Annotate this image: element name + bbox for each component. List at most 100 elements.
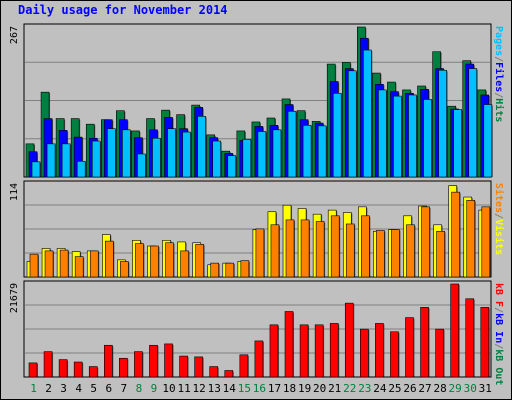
bar-sites-day-8 bbox=[135, 243, 144, 278]
bar-kb-f-day-27 bbox=[420, 307, 429, 378]
x-tick-label: 17 bbox=[268, 382, 281, 395]
x-tick-label: 13 bbox=[208, 382, 221, 395]
x-tick-label: 4 bbox=[75, 382, 82, 395]
axis-label-part: / bbox=[493, 213, 504, 219]
bar-sites-day-24 bbox=[376, 230, 385, 278]
bar-pages-day-17 bbox=[272, 129, 282, 178]
bar-pages-day-9 bbox=[152, 137, 161, 178]
axis-label-part: Hits bbox=[493, 98, 505, 122]
axis-label-part: kB In bbox=[493, 313, 504, 343]
bar-kb-f-day-22 bbox=[344, 302, 354, 378]
x-tick-label: 24 bbox=[373, 382, 387, 395]
bar-sites-day-25 bbox=[391, 229, 400, 278]
bar-sites-day-4 bbox=[74, 256, 84, 278]
x-tick-label: 14 bbox=[223, 382, 237, 395]
axis-label-part: kB F bbox=[493, 283, 504, 307]
bar-kb-f-day-14 bbox=[224, 370, 234, 378]
x-tick-label: 30 bbox=[464, 382, 477, 395]
bar-pages-day-14 bbox=[227, 155, 237, 178]
bar-kb-f-day-26 bbox=[405, 317, 414, 378]
bar-kb-f-day-3 bbox=[58, 359, 68, 378]
bar-kb-f-day-30 bbox=[465, 298, 475, 378]
bar-pages-day-25 bbox=[393, 95, 402, 178]
bar-sites-day-31 bbox=[481, 206, 491, 278]
bar-pages-day-30 bbox=[468, 68, 478, 178]
axis-label-part: / bbox=[493, 56, 504, 62]
axis-label-part: / bbox=[493, 92, 504, 98]
axis-series-label: kB F/kB In/kB Out bbox=[493, 283, 504, 385]
bar-sites-day-6 bbox=[105, 240, 114, 278]
x-tick-label: 20 bbox=[313, 382, 326, 395]
x-tick-label: 27 bbox=[418, 382, 431, 395]
x-tick-label: 1 bbox=[30, 382, 37, 395]
bar-kb-f-day-28 bbox=[435, 328, 444, 378]
x-tick-label: 7 bbox=[121, 382, 128, 395]
x-tick-label: 31 bbox=[479, 382, 492, 395]
axis-series-label: Sites/Visits bbox=[493, 183, 505, 255]
bar-pages-day-3 bbox=[61, 143, 71, 178]
bar-sites-day-29 bbox=[451, 191, 460, 278]
panel-visits-sites: 114 Sites/Visits bbox=[9, 180, 505, 278]
bar-kb-f-day-23 bbox=[360, 328, 369, 378]
bar-sites-day-1 bbox=[29, 253, 39, 278]
x-tick-label: 21 bbox=[328, 382, 341, 395]
axis-label-part: / bbox=[493, 307, 504, 313]
bar-sites-day-10 bbox=[165, 242, 174, 278]
bar-sites-day-2 bbox=[44, 250, 54, 278]
bar-kb-f-day-29 bbox=[450, 283, 459, 378]
x-tick-label: 29 bbox=[449, 382, 462, 395]
bar-sites-day-7 bbox=[120, 261, 129, 278]
y-max-label: 21679 bbox=[9, 283, 20, 313]
axis-label-part: kB Out bbox=[493, 349, 504, 385]
bar-pages-day-2 bbox=[46, 143, 56, 178]
bar-sites-day-12 bbox=[195, 244, 204, 278]
bar-sites-day-27 bbox=[421, 206, 430, 278]
y-max-label: 114 bbox=[9, 183, 20, 201]
bar-kb-f-day-5 bbox=[88, 366, 98, 378]
x-axis-labels: 1 2 3 4 5 6 7 8 9 10 11 12 13 14 15 16 17 18 19 20 21 22 23 24 2… bbox=[30, 382, 492, 395]
bar-kb-f-day-11 bbox=[179, 355, 188, 378]
bar-sites-day-9 bbox=[150, 245, 159, 278]
bar-pages-day-13 bbox=[212, 140, 222, 178]
bar-pages-day-10 bbox=[167, 128, 176, 178]
bar-pages-day-4 bbox=[76, 160, 86, 178]
bar-pages-day-18 bbox=[287, 110, 297, 178]
bar-pages-day-8 bbox=[137, 153, 146, 178]
bar-sites-day-18 bbox=[285, 219, 295, 278]
axis-label-part: / bbox=[493, 343, 504, 349]
bar-kb-f-day-6 bbox=[104, 344, 113, 378]
x-tick-label: 8 bbox=[136, 382, 143, 395]
bar-pages-day-21 bbox=[332, 92, 342, 178]
bar-kb-f-day-9 bbox=[149, 344, 158, 378]
bar-sites-day-20 bbox=[315, 221, 325, 278]
bar-kb-f-day-21 bbox=[329, 323, 339, 378]
bar-sites-day-3 bbox=[59, 249, 69, 278]
bar-pages-day-11 bbox=[182, 131, 191, 178]
x-tick-label: 23 bbox=[358, 382, 371, 395]
bar-kb-f-day-13 bbox=[209, 366, 219, 378]
bar-sites-day-11 bbox=[180, 250, 189, 278]
bar-kb-f-day-7 bbox=[119, 357, 128, 378]
bar-sites-day-28 bbox=[436, 231, 445, 278]
x-tick-label: 10 bbox=[162, 382, 175, 395]
x-tick-label: 16 bbox=[253, 382, 266, 395]
bar-pages-day-7 bbox=[122, 129, 131, 178]
x-tick-label: 2 bbox=[45, 382, 52, 395]
chart-title: Daily usage for November 2014 bbox=[18, 3, 228, 17]
bar-pages-day-15 bbox=[242, 139, 252, 178]
x-tick-label: 6 bbox=[105, 382, 112, 395]
bar-pages-day-29 bbox=[453, 109, 462, 178]
x-tick-label: 3 bbox=[60, 382, 67, 395]
bar-pages-day-24 bbox=[378, 89, 387, 178]
bar-pages-day-27 bbox=[423, 99, 432, 178]
bar-sites-day-16 bbox=[255, 228, 265, 278]
x-tick-label: 11 bbox=[177, 382, 190, 395]
bar-pages-day-6 bbox=[107, 128, 116, 178]
bar-pages-day-16 bbox=[257, 131, 267, 178]
bar-kb-f-day-8 bbox=[134, 351, 143, 378]
bar-sites-day-14 bbox=[225, 262, 235, 278]
bar-kb-f-day-1 bbox=[28, 362, 38, 378]
bar-sites-day-26 bbox=[406, 224, 415, 278]
x-tick-label: 25 bbox=[388, 382, 401, 395]
